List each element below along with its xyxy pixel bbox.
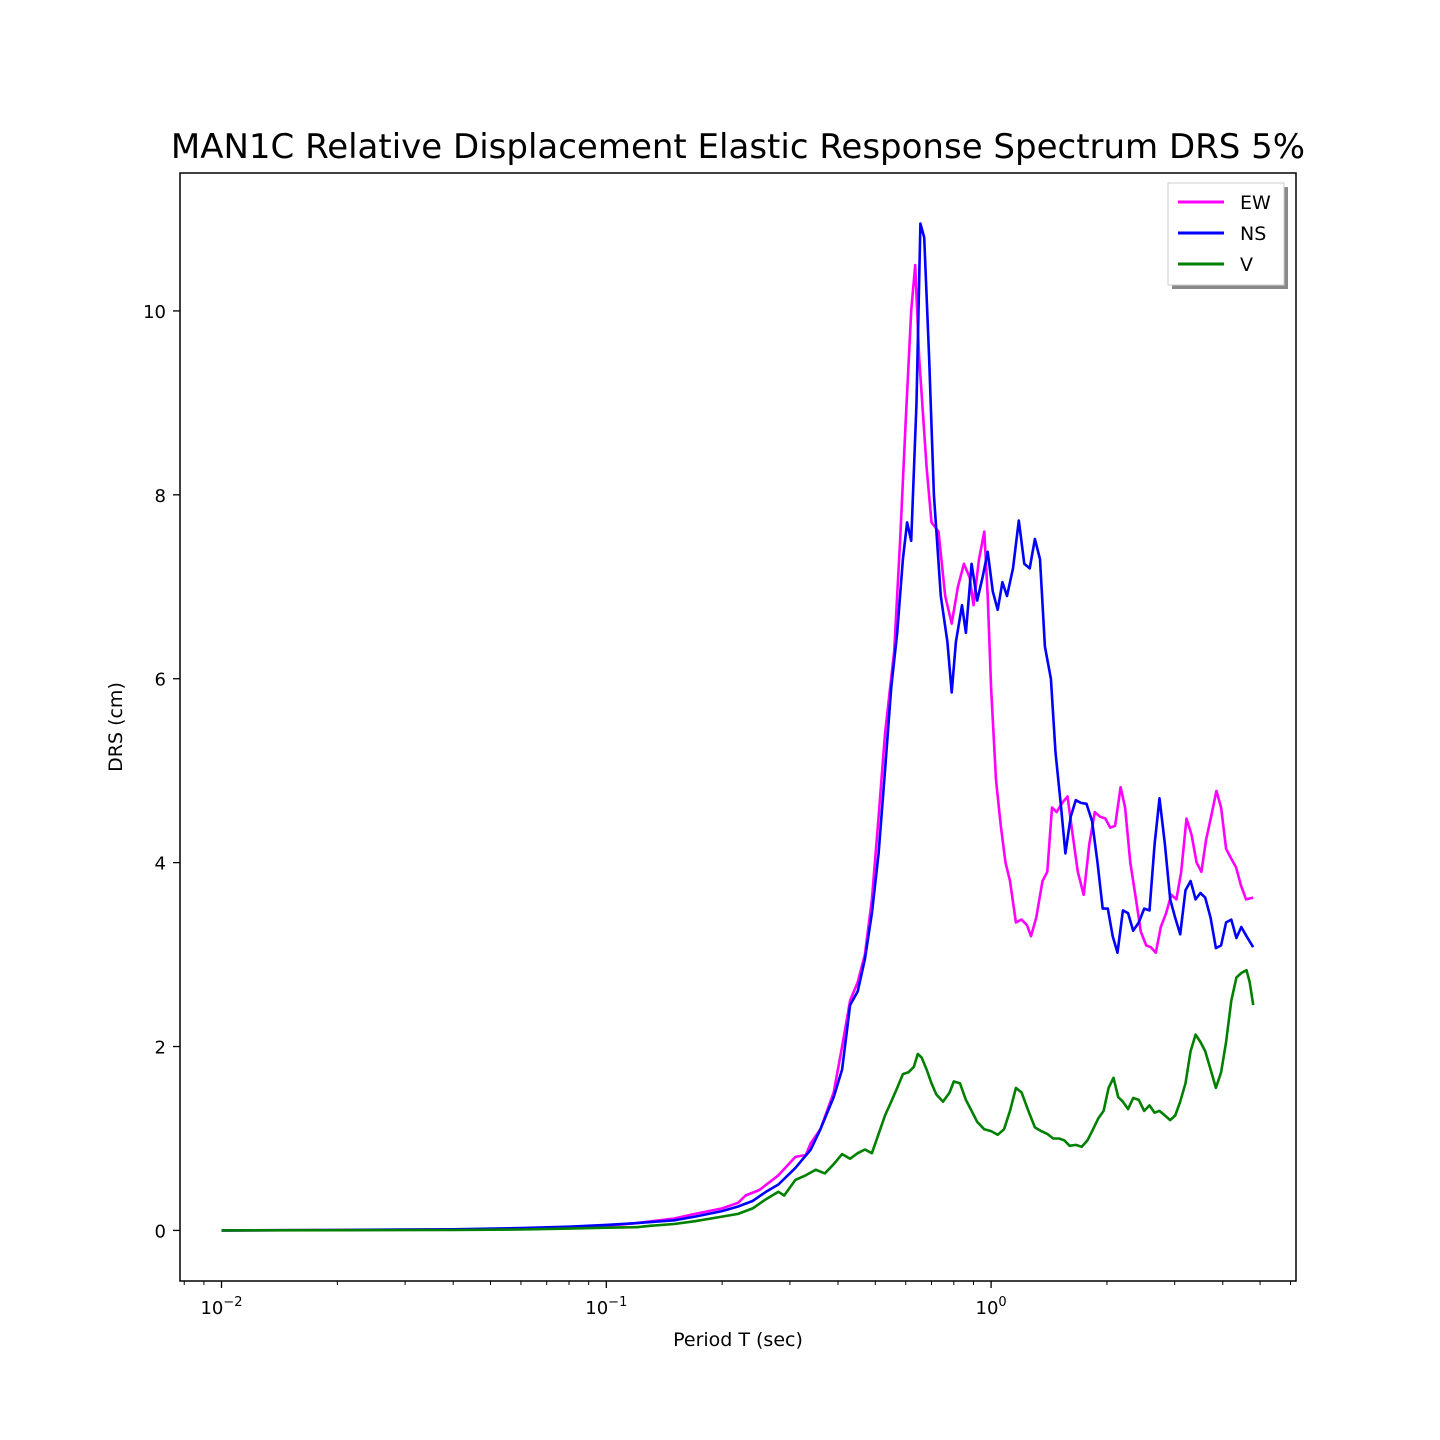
series-line-ew <box>221 263 1254 1232</box>
y-tick-label: 8 <box>155 486 166 507</box>
plot-lines <box>221 222 1255 1232</box>
x-axis: 10−2 10−1 100 <box>183 1281 1292 1319</box>
y-tick-label: 0 <box>155 1221 166 1242</box>
y-axis-label: DRS (cm) <box>105 682 127 772</box>
legend-label-ns: NS <box>1240 223 1266 245</box>
series-line-ns <box>221 222 1255 1232</box>
y-axis: 0 2 4 6 8 10 <box>143 302 180 1242</box>
x-tick-label: 10−2 <box>200 1295 242 1319</box>
chart-title: MAN1C Relative Displacement Elastic Resp… <box>171 127 1305 167</box>
legend: EW NS V <box>1167 182 1288 289</box>
legend-label-ew: EW <box>1240 192 1271 214</box>
series-line-v <box>221 968 1255 1232</box>
y-tick-label: 4 <box>155 854 166 875</box>
legend-label-v: V <box>1240 254 1253 276</box>
y-tick-label: 10 <box>143 302 166 323</box>
y-tick-label: 6 <box>155 670 166 691</box>
x-axis-label: Period T (sec) <box>673 1329 803 1351</box>
plot-frame <box>179 172 1297 1282</box>
x-tick-label: 100 <box>976 1295 1007 1319</box>
y-tick-label: 2 <box>155 1038 166 1059</box>
x-tick-label: 10−1 <box>585 1295 627 1319</box>
